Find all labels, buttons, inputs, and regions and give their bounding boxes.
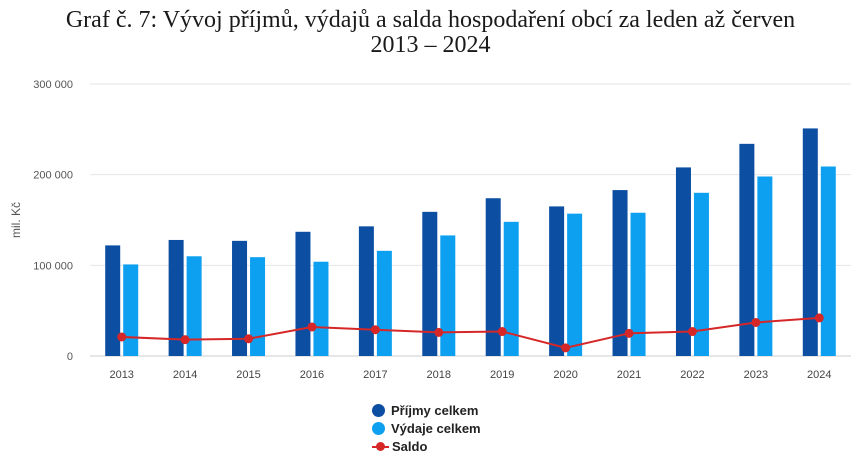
chart-title-line-2: 2013 – 2024	[370, 32, 491, 58]
bar-prijmy-2013	[105, 245, 121, 356]
x-tick-label: 2017	[363, 369, 387, 381]
legend-item-prijmy[interactable]: Příjmy celkem	[372, 401, 481, 419]
legend-swatch-saldo	[372, 440, 389, 453]
legend-item-vydaje[interactable]: Výdaje celkem	[372, 419, 481, 437]
bar-vydaje-2019	[503, 221, 519, 356]
y-tick-label: 100 000	[33, 260, 73, 272]
bar-prijmy-2019	[485, 198, 501, 356]
y-axis-label: mil. Kč	[9, 202, 23, 238]
legend-swatch-vydaje	[372, 421, 385, 435]
legend-label-saldo: Saldo	[392, 438, 428, 454]
saldo-point-2019	[497, 327, 507, 337]
saldo-point-2022	[687, 327, 697, 337]
bar-prijmy-2024	[802, 128, 818, 356]
legend-item-saldo[interactable]: Saldo	[372, 437, 481, 455]
bar-prijmy-2017	[358, 226, 374, 356]
legend-label-vydaje: Výdaje celkem	[391, 420, 481, 436]
x-tick-label: 2021	[617, 369, 641, 381]
x-tick-label: 2013	[109, 369, 133, 381]
x-tick-label: 2020	[553, 369, 577, 381]
bar-prijmy-2021	[612, 190, 628, 356]
bar-prijmy-2023	[739, 143, 755, 356]
y-tick-label: 200 000	[33, 170, 73, 182]
chart-legend: Příjmy celkem Výdaje celkem Saldo	[372, 401, 481, 455]
x-tick-label: 2015	[236, 369, 260, 381]
bar-vydaje-2014	[186, 256, 202, 356]
bar-vydaje-2016	[313, 261, 329, 356]
bar-prijmy-2015	[232, 240, 248, 356]
legend-label-prijmy: Příjmy celkem	[391, 402, 479, 418]
x-tick-label: 2023	[744, 369, 768, 381]
x-tick-label: 2019	[490, 369, 514, 381]
bar-vydaje-2018	[440, 235, 456, 356]
bar-vydaje-2017	[376, 250, 392, 356]
saldo-point-2016	[307, 322, 317, 332]
y-tick-label: 0	[67, 351, 73, 363]
saldo-point-2018	[434, 327, 444, 337]
bar-vydaje-2022	[693, 192, 709, 356]
x-tick-label: 2018	[427, 369, 451, 381]
saldo-point-2020	[561, 343, 571, 353]
bar-vydaje-2024	[820, 166, 836, 356]
x-tick-label: 2014	[173, 369, 197, 381]
saldo-point-2017	[370, 325, 380, 335]
saldo-point-2013	[117, 332, 127, 342]
bar-prijmy-2018	[422, 211, 438, 356]
bar-vydaje-2023	[757, 176, 773, 356]
bar-vydaje-2021	[630, 212, 646, 356]
x-tick-label: 2016	[300, 369, 324, 381]
saldo-line	[121, 316, 820, 349]
chart-area: 0 100 000 200 000 300 000 mil. Kč 2013 2014 201…	[9, 79, 851, 381]
bar-vydaje-2020	[567, 213, 583, 356]
saldo-point-2023	[751, 317, 761, 327]
saldo-point-2024	[814, 313, 824, 323]
bar-vydaje-2015	[250, 257, 266, 356]
bar-prijmy-2016	[295, 231, 311, 356]
saldo-point-2014	[180, 335, 190, 345]
x-tick-label: 2024	[807, 369, 831, 381]
legend-swatch-prijmy	[372, 403, 385, 417]
y-tick-label: 300 000	[33, 79, 73, 91]
saldo-point-2021	[624, 328, 634, 338]
bar-vydaje-2013	[123, 264, 139, 356]
saldo-point-2015	[244, 334, 254, 344]
chart-title-line-1: Graf č. 7: Vývoj příjmů, výdajů a salda …	[65, 7, 796, 33]
chart-title: Graf č. 7: Vývoj příjmů, výdajů a salda …	[0, 8, 861, 58]
x-tick-label: 2022	[680, 369, 704, 381]
bar-prijmy-2022	[675, 167, 691, 356]
bar-prijmy-2014	[168, 239, 184, 356]
bar-prijmy-2020	[549, 206, 565, 356]
